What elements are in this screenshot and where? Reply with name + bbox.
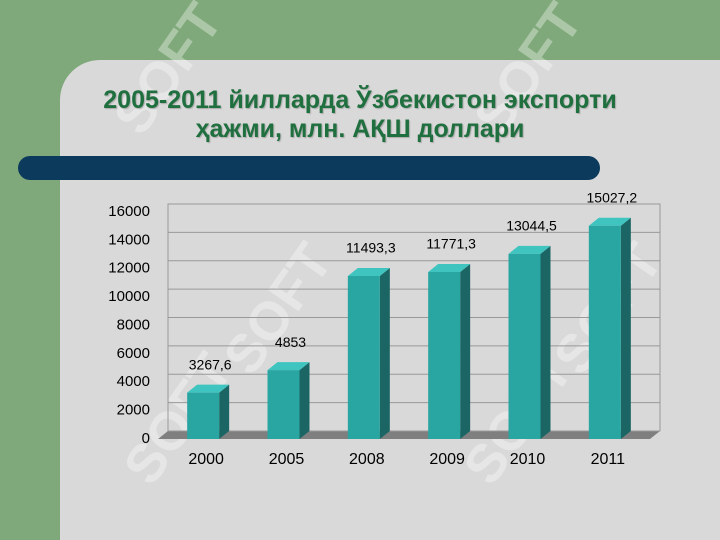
data-label: 13044,5 xyxy=(506,218,557,234)
bar-front xyxy=(347,275,380,439)
y-tick-label: 0 xyxy=(142,430,150,447)
x-tick-label: 2011 xyxy=(591,451,626,468)
bar-top xyxy=(588,217,631,226)
bar-front xyxy=(508,253,541,439)
x-tick-label: 2009 xyxy=(429,451,465,468)
bar xyxy=(428,263,471,439)
bar-side xyxy=(460,263,471,439)
chart-title: 2005-2011 йилларда Ўзбекистон экспорти ҳ… xyxy=(103,86,617,143)
bar-front xyxy=(588,225,621,439)
y-tick-label: 4000 xyxy=(117,373,150,390)
bar-top xyxy=(428,263,471,272)
bar-top xyxy=(508,245,551,254)
bar xyxy=(347,267,390,439)
y-tick-label: 14000 xyxy=(108,231,150,248)
data-label: 3267,6 xyxy=(189,356,232,372)
data-label: 4853 xyxy=(275,334,306,350)
bar xyxy=(267,362,310,439)
y-tick-label: 2000 xyxy=(117,402,150,419)
bar-front xyxy=(267,370,300,439)
y-tick-label: 6000 xyxy=(117,345,150,362)
bar-side xyxy=(620,217,631,439)
bar-top xyxy=(267,362,310,371)
y-tick-label: 16000 xyxy=(108,203,150,220)
bar xyxy=(508,245,551,439)
bar xyxy=(588,217,631,439)
data-label: 11493,3 xyxy=(346,240,396,256)
bar xyxy=(187,384,230,439)
data-label: 15027,2 xyxy=(587,190,638,206)
y-tick-label: 8000 xyxy=(117,316,150,333)
divider-bar xyxy=(18,156,600,180)
data-label: 11771,3 xyxy=(426,236,476,252)
floor xyxy=(158,431,660,439)
y-tick-label: 10000 xyxy=(108,288,150,305)
bar-side xyxy=(219,384,230,439)
bar-top xyxy=(187,384,230,393)
bar-side xyxy=(299,362,310,439)
bar-side xyxy=(540,245,551,439)
x-tick-label: 2010 xyxy=(510,451,546,468)
bar-side xyxy=(379,267,390,439)
y-tick-label: 12000 xyxy=(108,260,150,277)
bar-front xyxy=(187,392,220,439)
bar-front xyxy=(428,271,461,439)
x-tick-label: 2005 xyxy=(269,451,305,468)
x-tick-label: 2008 xyxy=(349,451,385,468)
bar-top xyxy=(347,267,390,276)
x-tick-label: 2000 xyxy=(188,451,224,468)
